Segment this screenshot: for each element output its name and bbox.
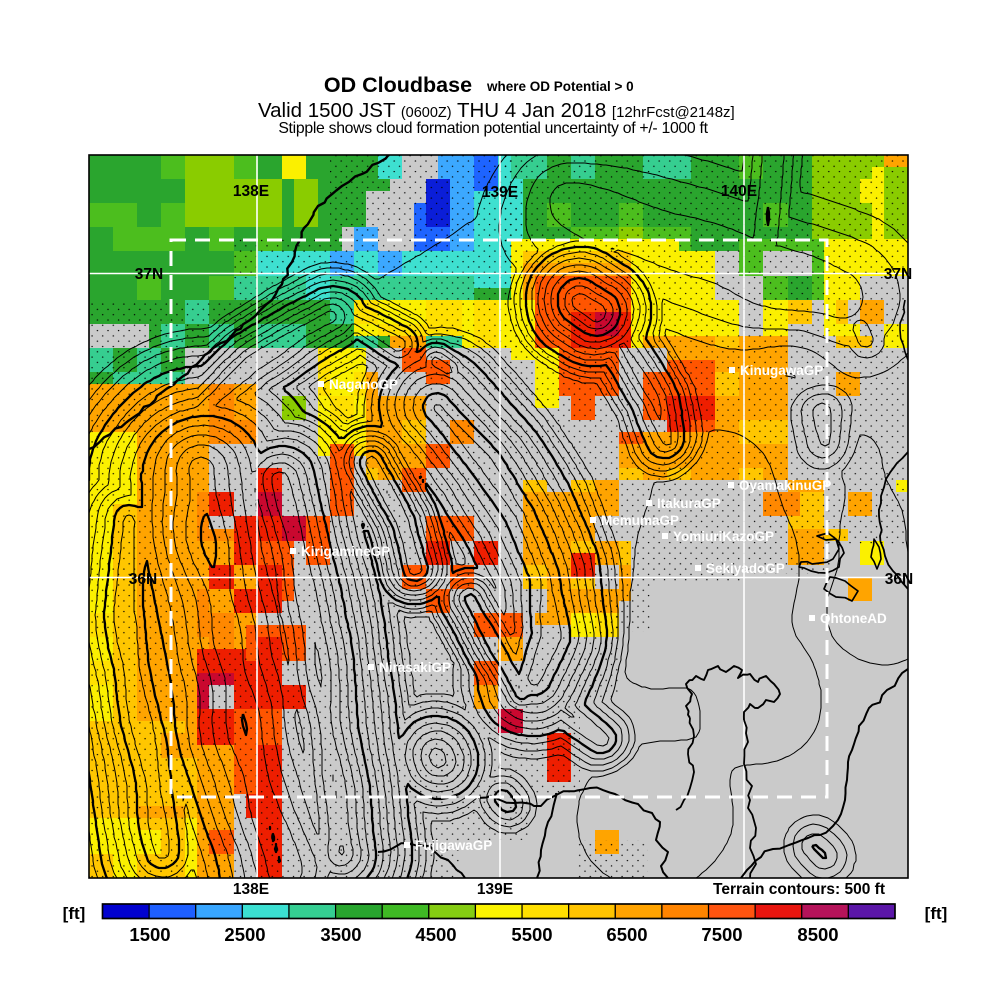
svg-text:NirasakiGP: NirasakiGP [379, 660, 451, 675]
svg-text:Stipple shows cloud formation: Stipple shows cloud formation potential … [278, 120, 708, 137]
svg-text:37N: 37N [884, 266, 912, 283]
svg-text:KinugawaGP: KinugawaGP [740, 363, 823, 378]
svg-text:5500: 5500 [511, 924, 552, 945]
svg-text:37N: 37N [135, 266, 163, 283]
svg-text:[ft]: [ft] [63, 904, 86, 923]
svg-text:140E: 140E [721, 183, 757, 200]
svg-text:3500: 3500 [320, 924, 361, 945]
svg-text:KirigamineGP: KirigamineGP [301, 544, 390, 559]
svg-text:Valid 1500 JST (0600Z) THU 4 J: Valid 1500 JST (0600Z) THU 4 Jan 2018 [1… [258, 99, 735, 122]
svg-text:OD Cloudbase: OD Cloudbase [324, 73, 472, 97]
svg-text:ItakuraGP: ItakuraGP [657, 496, 721, 511]
svg-text:Terrain contours: 500 ft: Terrain contours: 500 ft [713, 881, 885, 898]
svg-text:OyamakinuGP: OyamakinuGP [739, 478, 831, 493]
svg-text:FujigawaGP: FujigawaGP [415, 838, 492, 853]
svg-text:4500: 4500 [415, 924, 456, 945]
svg-text:NaganoGP: NaganoGP [329, 377, 398, 392]
svg-text:36N: 36N [885, 571, 913, 588]
svg-text:138E: 138E [233, 881, 269, 898]
svg-text:[ft]: [ft] [925, 904, 948, 923]
svg-text:36N: 36N [129, 571, 157, 588]
svg-text:6500: 6500 [606, 924, 647, 945]
svg-text:7500: 7500 [701, 924, 742, 945]
svg-text:MemumaGP: MemumaGP [601, 513, 679, 528]
svg-text:139E: 139E [477, 881, 513, 898]
svg-text:2500: 2500 [224, 924, 265, 945]
svg-text:YomiuriKazoGP: YomiuriKazoGP [673, 529, 774, 544]
svg-text:139E: 139E [482, 184, 518, 201]
svg-text:SekiyadoGP: SekiyadoGP [706, 561, 785, 576]
svg-text:1500: 1500 [129, 924, 170, 945]
svg-text:8500: 8500 [797, 924, 838, 945]
svg-text:138E: 138E [233, 183, 269, 200]
svg-text:where OD Potential > 0: where OD Potential > 0 [486, 79, 634, 94]
svg-text:OhtoneAD: OhtoneAD [820, 611, 887, 626]
